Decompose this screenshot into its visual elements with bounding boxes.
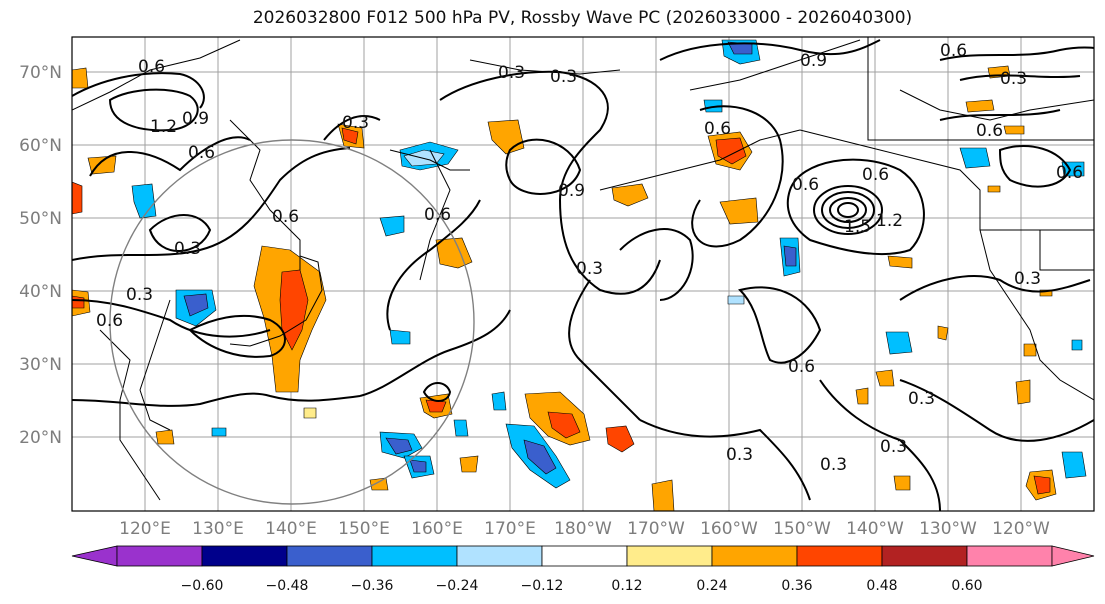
colorbar-extend-low	[71, 545, 118, 567]
colorbar-segment	[626, 545, 713, 567]
colorbar-segment	[966, 545, 1053, 567]
lon-label: 180°W	[554, 519, 612, 539]
contour-label: 0.3	[820, 455, 847, 475]
contour-label: 0.6	[96, 311, 123, 331]
region-circle	[109, 139, 475, 505]
lat-label: 60°N	[19, 136, 62, 156]
colorbar-tick: −0.36	[351, 578, 394, 594]
contour-label: 0.3	[908, 389, 935, 409]
lat-label: 30°N	[19, 355, 62, 375]
lon-label: 170°E	[484, 519, 536, 539]
colorbar-segment	[116, 545, 203, 567]
lon-label: 160°E	[411, 519, 463, 539]
contour-label: 0.6	[940, 41, 967, 61]
lon-label: 130°E	[192, 519, 244, 539]
contour-label: 0.6	[424, 205, 451, 225]
lon-label: 160°W	[700, 519, 758, 539]
colorbar-tick: 0.60	[951, 578, 982, 594]
contour-label: 0.3	[126, 285, 153, 305]
contour-label: 0.3	[880, 437, 907, 457]
contour-label: 0.6	[788, 357, 815, 377]
contour-label: 0.6	[1056, 163, 1083, 183]
colorbar-segment	[371, 545, 458, 567]
colorbar-tick: 0.12	[611, 578, 642, 594]
colorbar-segment	[201, 545, 288, 567]
lat-label: 20°N	[19, 428, 62, 448]
colorbar-tick: −0.48	[266, 578, 309, 594]
contour-label: 0.6	[188, 143, 215, 163]
lat-label: 40°N	[19, 282, 62, 302]
contour-label: 0.3	[1000, 69, 1027, 89]
map-title: 2026032800 F012 500 hPa PV, Rossby Wave …	[252, 8, 913, 28]
contour-label: 0.6	[272, 207, 299, 227]
lat-label: 70°N	[19, 63, 62, 83]
colorbar-ticks: −0.60 −0.48 −0.36 −0.24 −0.12 0.12 0.24 …	[181, 578, 983, 594]
contour-label: 0.6	[704, 119, 731, 139]
lon-label: 150°E	[338, 519, 390, 539]
contour-labels: 0.6 1.2 0.9 0.6 0.3 0.3 0.3 0.6 0.6 0.9 …	[96, 41, 1083, 475]
colorbar-tick: 0.24	[696, 578, 727, 594]
contour-label: 0.3	[342, 113, 369, 133]
negative-anomalies	[131, 39, 1087, 489]
contour-label: 0.9	[182, 109, 209, 129]
contour-label: 1.5	[844, 217, 871, 237]
colorbar-tick: 0.48	[866, 578, 897, 594]
longitude-labels: 120°E 130°E 140°E 150°E 160°E 170°E 180°…	[119, 519, 1050, 539]
contour-label: 0.6	[792, 175, 819, 195]
coastlines	[72, 37, 1094, 501]
map-frame	[71, 36, 1095, 512]
contour-label: 1.2	[150, 117, 177, 137]
contour-label: 1.2	[876, 211, 903, 231]
contour-label: 0.3	[498, 63, 525, 83]
colorbar	[71, 545, 1095, 567]
pv-contours	[72, 39, 1094, 511]
colorbar-segment	[711, 545, 798, 567]
colorbar-tick: 0.36	[781, 578, 812, 594]
contour-label: 0.3	[550, 67, 577, 87]
contour-label: 0.9	[558, 181, 585, 201]
contour-label: 0.3	[174, 239, 201, 259]
lon-label: 150°W	[773, 519, 831, 539]
contour-label: 0.9	[800, 51, 827, 71]
lon-label: 140°W	[846, 519, 904, 539]
colorbar-segment	[541, 545, 628, 567]
lon-label: 120°E	[119, 519, 171, 539]
contour-label: 0.3	[1014, 269, 1041, 289]
contour-label: 0.6	[138, 57, 165, 77]
colorbar-segment	[456, 545, 543, 567]
lon-label: 130°W	[919, 519, 977, 539]
lon-label: 140°E	[265, 519, 317, 539]
contour-label: 0.6	[862, 165, 889, 185]
colorbar-segment	[796, 545, 883, 567]
latitude-labels: 70°N 60°N 50°N 40°N 30°N 20°N	[19, 63, 62, 448]
colorbar-segment	[286, 545, 373, 567]
colorbar-segment	[881, 545, 968, 567]
colorbar-tick: −0.60	[181, 578, 224, 594]
lon-label: 170°W	[627, 519, 685, 539]
lat-label: 50°N	[19, 209, 62, 229]
contour-label: 0.3	[576, 259, 603, 279]
contour-label: 0.3	[726, 445, 753, 465]
colorbar-tick: −0.12	[521, 578, 564, 594]
lon-label: 120°W	[992, 519, 1050, 539]
colorbar-extend-high	[1051, 545, 1095, 567]
contour-label: 0.6	[976, 121, 1003, 141]
colorbar-tick: −0.24	[436, 578, 479, 594]
